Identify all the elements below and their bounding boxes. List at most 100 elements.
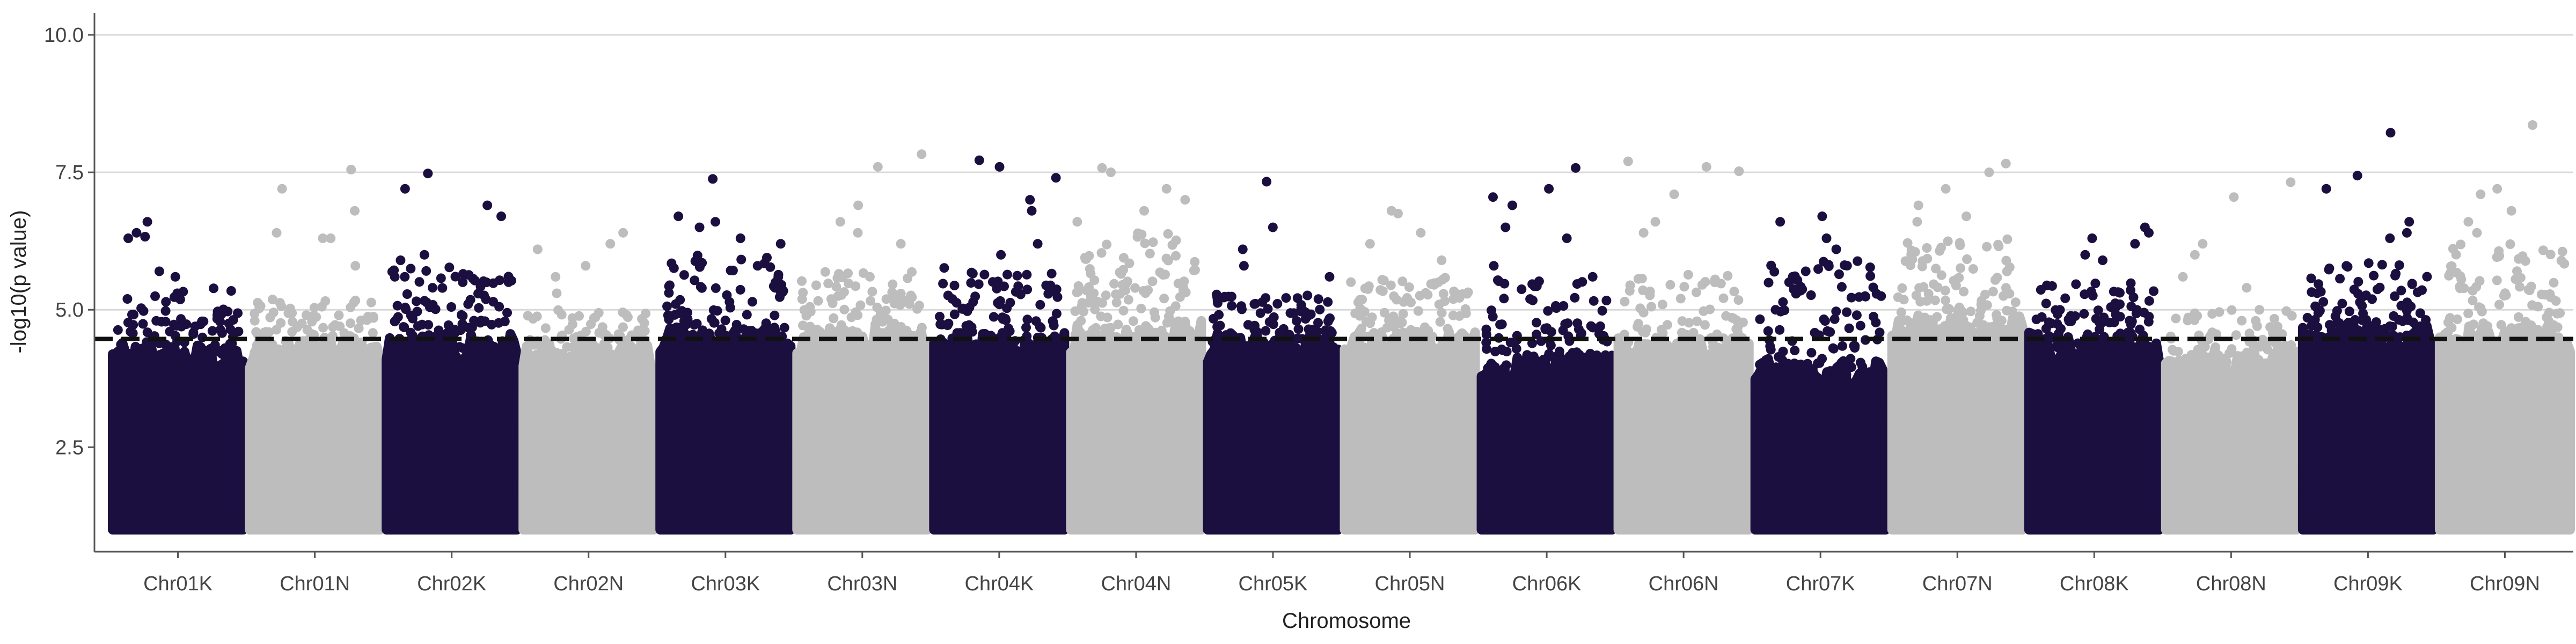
point-Chr06K-77	[1481, 338, 1491, 348]
point-Chr02K-72	[469, 316, 479, 326]
point-Chr04N-90	[1167, 240, 1177, 250]
point-Chr04N-26	[1145, 248, 1155, 259]
point-Chr01K-46	[128, 328, 138, 338]
point-Chr07K-100	[1876, 370, 1886, 380]
top-point-Chr03K-0	[708, 174, 718, 184]
top-point-Chr07K-0	[1817, 211, 1827, 222]
point-Chr08N-90	[2284, 357, 2294, 368]
point-Chr03N-89	[888, 279, 898, 289]
point-Chr05N-90	[1446, 343, 1456, 353]
point-Chr03K-109	[708, 305, 719, 315]
point-Chr07N-48	[2010, 317, 2021, 327]
point-Chr03N-103	[798, 288, 808, 298]
top-point-Chr07N-4	[1962, 211, 1971, 222]
point-Chr08K-58	[2126, 278, 2136, 288]
top-point-Chr08K-5	[2098, 255, 2107, 265]
point-Chr02K-51	[458, 269, 468, 279]
point-Chr06K-43	[1594, 329, 1604, 339]
point-Chr08N-101	[2205, 352, 2214, 362]
point-Chr03K-96	[779, 323, 789, 333]
x-tick-label-Chr02N: Chr02N	[553, 573, 624, 595]
top-point-Chr09K-1	[2352, 171, 2362, 181]
point-Chr01N-109	[287, 308, 297, 318]
point-Chr05N-56	[1396, 318, 1406, 328]
point-Chr04K-40	[949, 281, 960, 290]
top-point-Chr01N-1	[272, 228, 282, 238]
point-Chr01N-103	[302, 342, 312, 352]
point-Chr04N-98	[1109, 279, 1119, 289]
point-Chr09N-101	[2511, 274, 2521, 284]
point-Chr04N-74	[1123, 295, 1133, 305]
point-Chr07K-97	[1758, 358, 1768, 368]
top-point-Chr03K-2	[711, 217, 720, 227]
point-Chr08K-78	[2090, 279, 2101, 289]
top-point-Chr06K-2	[1488, 192, 1498, 202]
point-Chr01K-10	[128, 320, 138, 330]
point-Chr01N-80	[362, 315, 372, 325]
point-Chr01K-26	[209, 283, 218, 294]
point-Chr07N-87	[1910, 247, 1920, 257]
top-point-Chr01N-2	[318, 233, 328, 243]
top-point-Chr06K-0	[1571, 163, 1580, 173]
point-Chr09N-77	[2452, 314, 2462, 324]
point-Chr06K-92	[1570, 292, 1580, 303]
point-Chr06N-47	[1739, 344, 1749, 354]
point-Chr03N-107	[811, 330, 822, 340]
point-Chr07K-80	[1869, 312, 1878, 321]
point-Chr01N-49	[366, 342, 376, 353]
point-Chr06N-46	[1638, 285, 1648, 295]
point-Chr06K-13	[1577, 277, 1587, 287]
point-Chr01K-84	[161, 297, 171, 307]
point-Chr08K-15	[2135, 324, 2145, 334]
top-point-Chr06K-4	[1501, 222, 1511, 232]
top-point-Chr04K-0	[974, 155, 984, 165]
point-Chr08N-99	[2171, 313, 2181, 324]
point-Chr07K-84	[1825, 327, 1835, 337]
point-Chr06N-96	[1716, 345, 1726, 355]
point-Chr03N-73	[834, 269, 844, 279]
point-Chr09N-106	[2557, 246, 2567, 257]
point-Chr08K-102	[2109, 287, 2119, 297]
point-Chr08K-68	[2060, 293, 2070, 303]
point-Chr02N-101	[635, 343, 646, 353]
top-point-Chr04N-3	[1180, 195, 1190, 205]
point-Chr09N-109	[2477, 306, 2487, 317]
dense-points-Chr03N	[792, 321, 933, 535]
x-tick-label-Chr01N: Chr01N	[280, 573, 350, 595]
point-Chr09K-102	[2311, 330, 2321, 340]
point-Chr06K-46	[1511, 362, 1521, 372]
point-Chr04N-70	[1089, 275, 1100, 286]
point-Chr03K-72	[667, 258, 677, 268]
point-Chr09N-34	[2542, 312, 2552, 323]
point-Chr05K-62	[1312, 326, 1322, 336]
y-tick-label-1: 5.0	[55, 299, 84, 321]
point-Chr04K-66	[935, 311, 945, 321]
point-Chr04K-62	[971, 339, 981, 349]
top-point-Chr01N-4	[350, 206, 360, 216]
top-point-Chr06K-6	[1489, 261, 1499, 271]
series-Chr02N	[518, 228, 659, 535]
point-Chr01K-47	[138, 319, 148, 329]
point-Chr07N-7	[1941, 295, 1951, 305]
point-Chr05K-53	[1215, 320, 1225, 331]
point-Chr09K-76	[2349, 284, 2359, 295]
point-Chr03K-106	[744, 326, 754, 336]
top-point-Chr09K-4	[2402, 228, 2412, 238]
point-Chr07K-57	[1831, 306, 1841, 317]
point-Chr06K-102	[1560, 319, 1570, 329]
point-Chr04N-102	[1148, 237, 1158, 247]
point-Chr02K-39	[437, 283, 448, 293]
point-Chr06N-102	[1732, 315, 1742, 325]
point-Chr04N-89	[1121, 286, 1130, 296]
point-Chr07N-27	[1990, 275, 2000, 285]
point-Chr02K-109	[475, 340, 486, 350]
point-Chr04N-92	[1081, 286, 1092, 295]
point-Chr03K-107	[731, 320, 742, 330]
point-Chr08K-108	[2115, 299, 2125, 309]
point-Chr04K-107	[935, 319, 946, 330]
point-Chr04K-93	[998, 314, 1008, 324]
point-Chr03K-73	[664, 314, 674, 325]
point-Chr06K-68	[1488, 312, 1498, 322]
point-Chr03N-92	[844, 279, 854, 289]
point-Chr03N-12	[887, 287, 897, 297]
